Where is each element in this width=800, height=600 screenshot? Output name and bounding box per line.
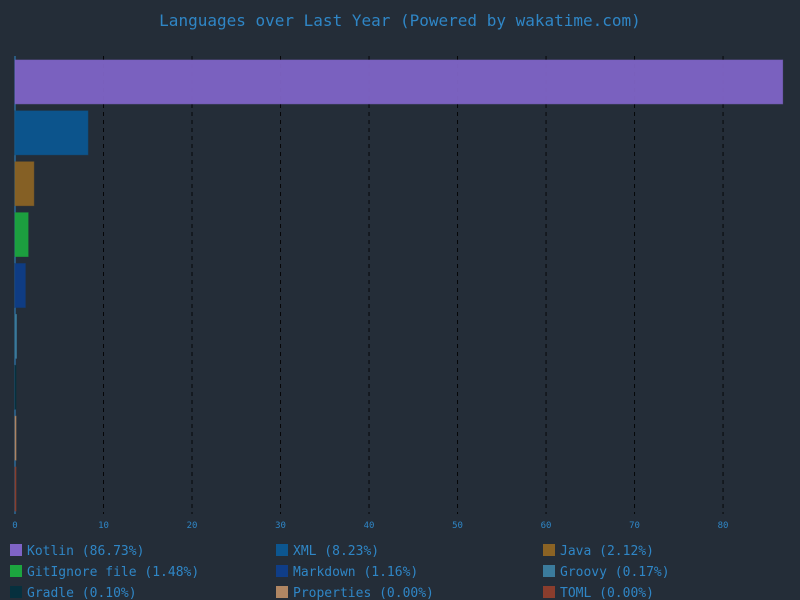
bar-properties bbox=[14, 415, 17, 461]
x-tick-label: 60 bbox=[541, 521, 552, 531]
legend-item-gitignore-file: GitIgnore file (1.48%) bbox=[10, 565, 199, 580]
legend-label: Kotlin (86.73%) bbox=[27, 544, 144, 559]
legend-swatch bbox=[276, 586, 288, 598]
bar-toml bbox=[14, 466, 17, 512]
legend-label: Groovy (0.17%) bbox=[560, 565, 670, 580]
legend-label: Java (2.12%) bbox=[560, 544, 654, 559]
bar-groovy bbox=[14, 314, 18, 359]
bars bbox=[14, 59, 784, 512]
bar-xml bbox=[14, 110, 89, 156]
bar-kotlin bbox=[14, 59, 784, 105]
legend-swatch bbox=[276, 544, 288, 556]
legend-swatch bbox=[10, 544, 22, 556]
grid-lines bbox=[103, 56, 724, 514]
x-tick-label: 80 bbox=[718, 521, 729, 531]
legend-label: Properties (0.00%) bbox=[293, 586, 434, 600]
x-tick-label: 40 bbox=[364, 521, 375, 531]
x-tick-labels: 0 10 20 30 40 50 60 70 80 bbox=[12, 521, 728, 531]
legend-swatch bbox=[10, 565, 22, 577]
bar-gitignore-file bbox=[14, 212, 29, 257]
legend-item-xml: XML (8.23%) bbox=[276, 544, 379, 559]
legend-item-properties: Properties (0.00%) bbox=[276, 586, 434, 600]
bar-gradle bbox=[14, 364, 17, 410]
legend-item-kotlin: Kotlin (86.73%) bbox=[10, 544, 144, 559]
x-tick-label: 30 bbox=[275, 521, 286, 531]
x-tick-label: 10 bbox=[98, 521, 109, 531]
legend-item-gradle: Gradle (0.10%) bbox=[10, 586, 137, 600]
legend-label: XML (8.23%) bbox=[293, 544, 379, 559]
legend-swatch bbox=[10, 586, 22, 598]
legend-item-java: Java (2.12%) bbox=[543, 544, 654, 559]
bar-markdown bbox=[14, 263, 26, 308]
legend-label: TOML (0.00%) bbox=[560, 586, 654, 600]
legend-item-markdown: Markdown (1.16%) bbox=[276, 565, 418, 580]
legend-swatch bbox=[543, 565, 555, 577]
chart-title: Languages over Last Year (Powered by wak… bbox=[159, 11, 641, 30]
x-tick-label: 0 bbox=[12, 521, 17, 531]
bar-java bbox=[14, 161, 35, 207]
legend-swatch bbox=[543, 544, 555, 556]
legend: Kotlin (86.73%) XML (8.23%) Java (2.12%) Gi… bbox=[10, 544, 670, 600]
x-tick-label: 50 bbox=[452, 521, 463, 531]
legend-swatch bbox=[276, 565, 288, 577]
x-tick-label: 70 bbox=[629, 521, 640, 531]
legend-swatch bbox=[543, 586, 555, 598]
x-tick-label: 20 bbox=[187, 521, 198, 531]
legend-item-toml: TOML (0.00%) bbox=[543, 586, 654, 600]
legend-label: GitIgnore file (1.48%) bbox=[27, 565, 199, 580]
legend-label: Gradle (0.10%) bbox=[27, 586, 137, 600]
legend-label: Markdown (1.16%) bbox=[293, 565, 418, 580]
legend-item-groovy: Groovy (0.17%) bbox=[543, 565, 670, 580]
